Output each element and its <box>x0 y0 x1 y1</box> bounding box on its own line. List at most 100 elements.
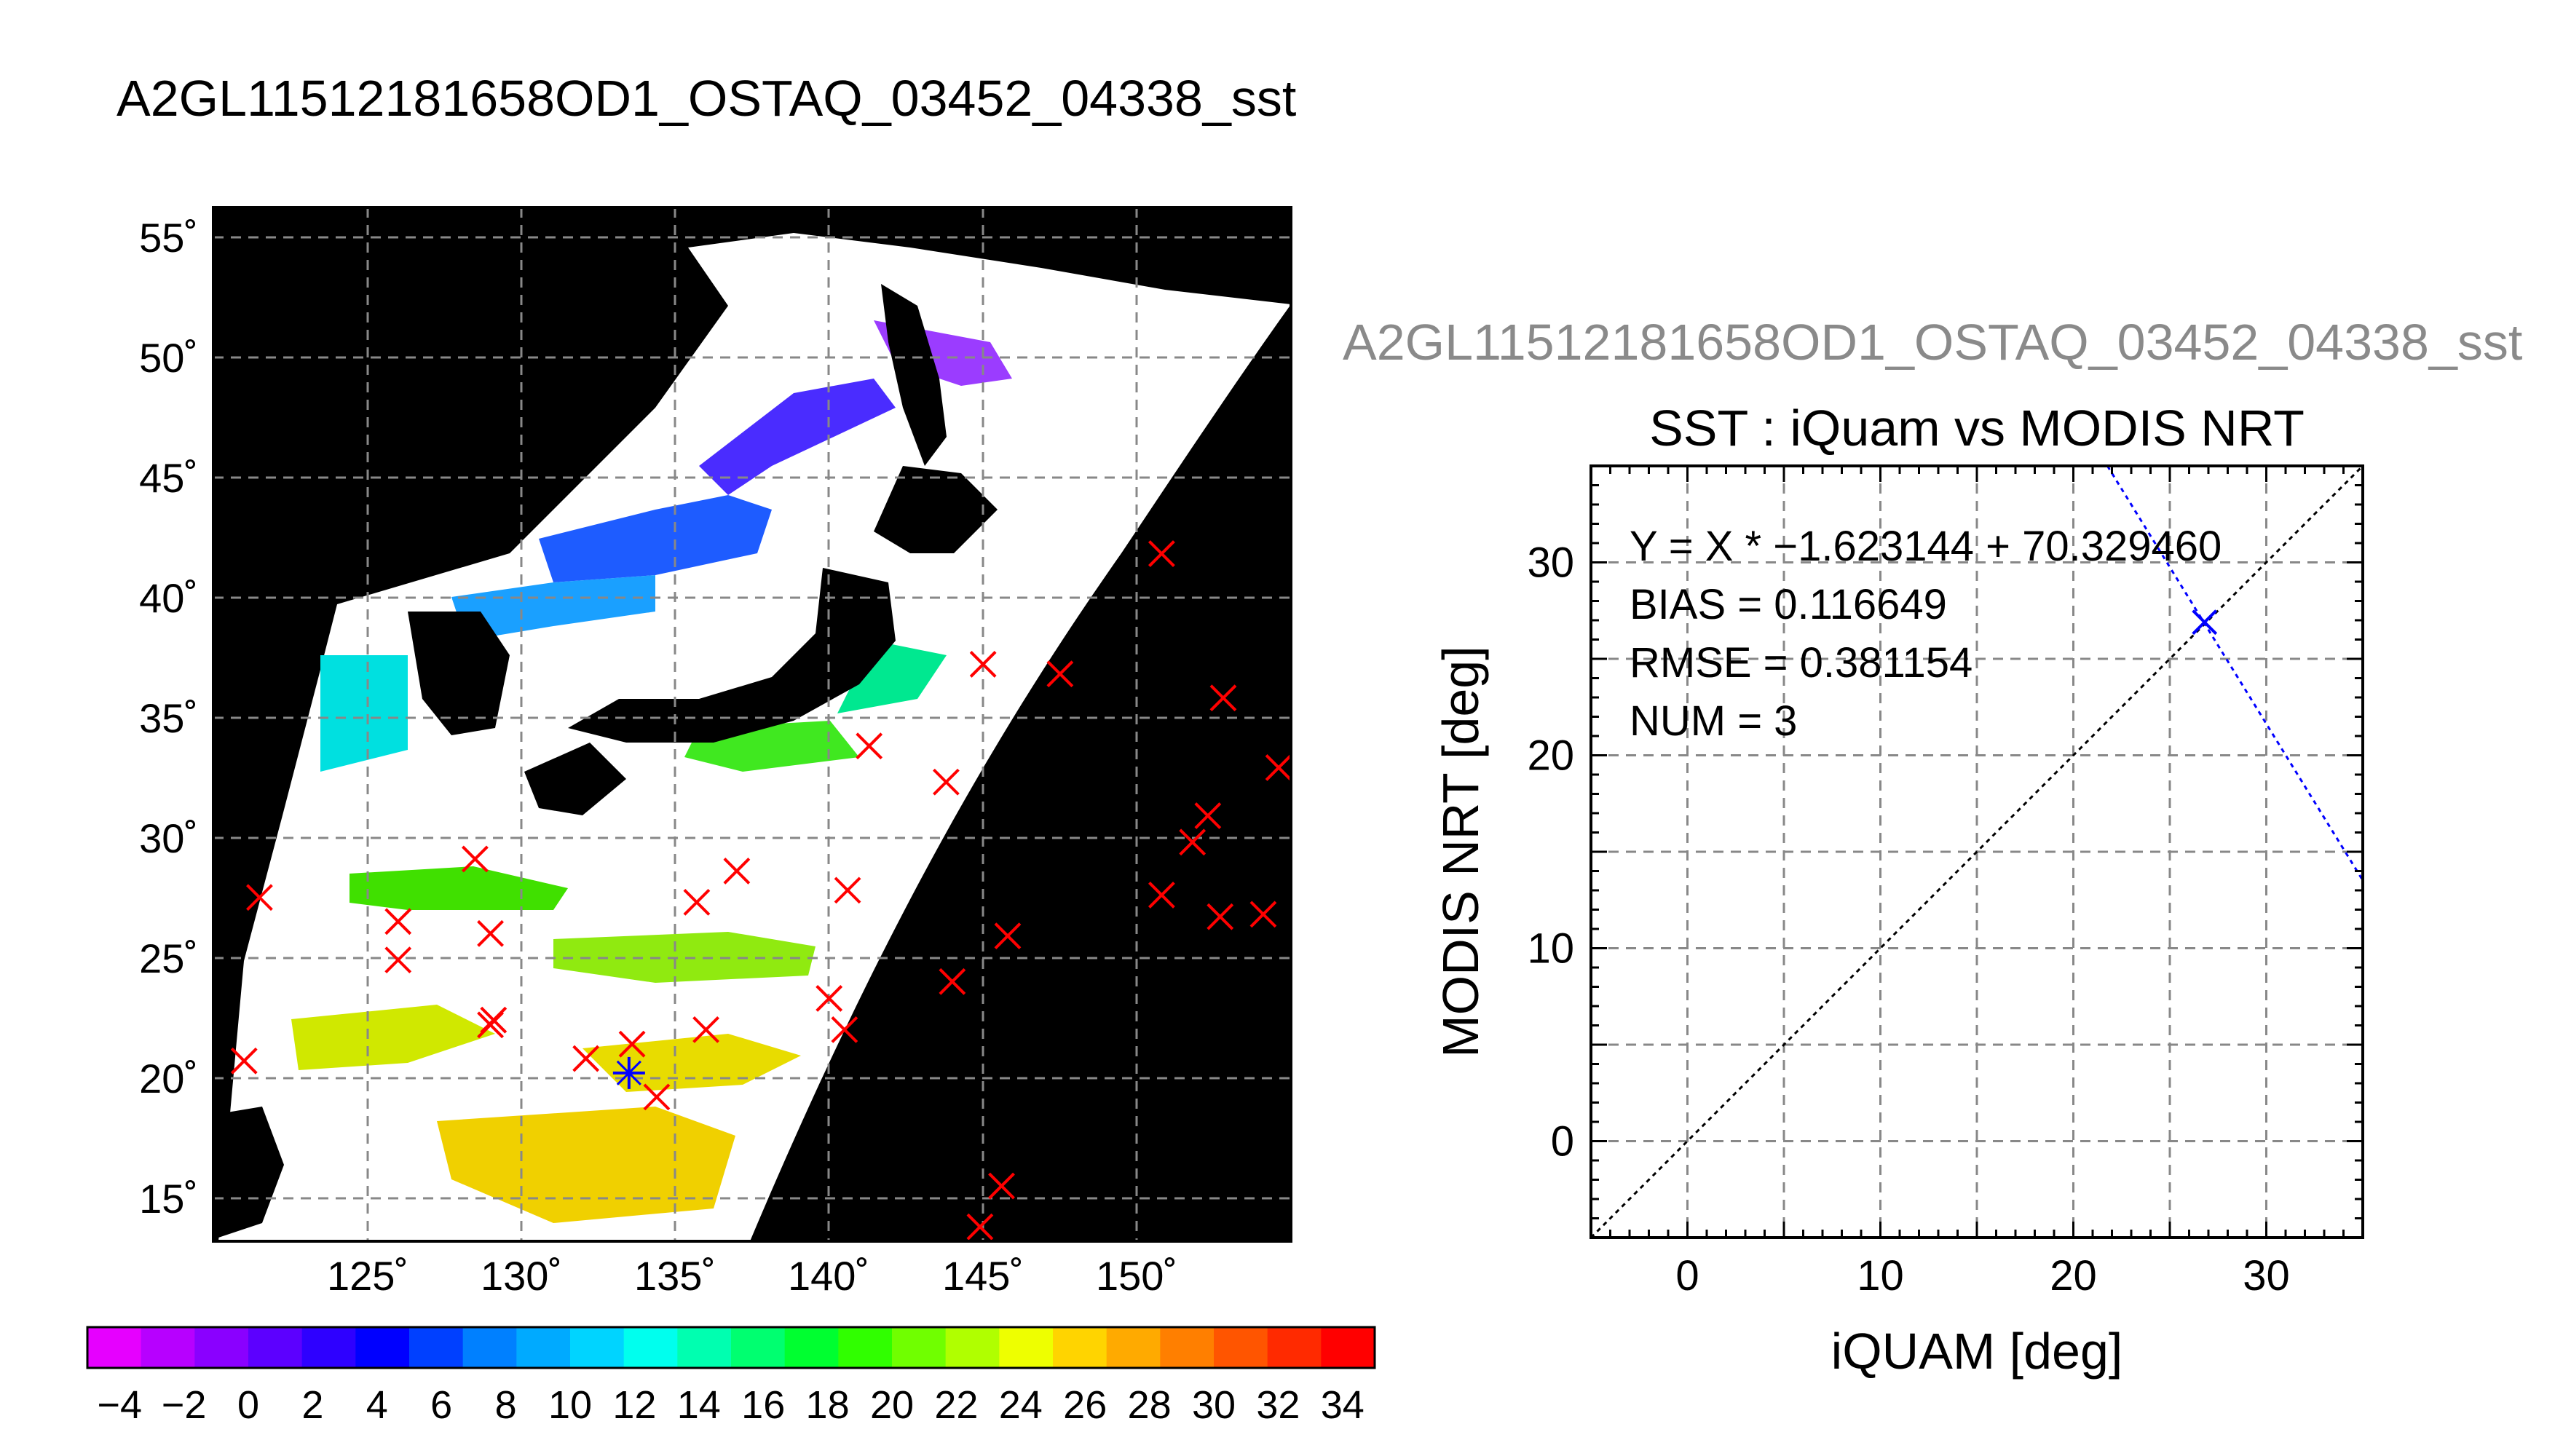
colorbar-label: 4 <box>366 1383 388 1427</box>
buoy-marker-red <box>1148 882 1175 909</box>
lat-label-15: 15˚ <box>139 1176 198 1222</box>
scatter-ticks <box>1590 464 2364 1239</box>
buoy-marker-red <box>230 1047 258 1075</box>
lon-label-145: 145˚ <box>942 1253 1024 1299</box>
map-grid <box>213 207 1291 1241</box>
y-tick-label: 10 <box>1527 925 1574 973</box>
y-axis-label: MODIS NRT [deg] <box>1432 646 1489 1057</box>
colorbar-swatch <box>301 1327 356 1368</box>
reference-line-y-equals-x <box>1590 464 2364 1239</box>
x-axis-label: iQUAM [deg] <box>1831 1323 2123 1380</box>
lat-label-25: 25˚ <box>139 935 198 981</box>
lon-label-140: 140˚ <box>788 1253 869 1299</box>
buoy-marker-red <box>462 845 489 873</box>
colorbar-swatch <box>87 1327 142 1368</box>
buoy-marker-red <box>477 919 504 947</box>
y-tick-label: 0 <box>1551 1118 1574 1166</box>
buoy-marker-red <box>831 1016 858 1043</box>
buoy-marker-red <box>246 884 273 911</box>
lat-label-45: 45˚ <box>139 455 198 501</box>
colorbar-swatch <box>892 1327 947 1368</box>
buoy-marker-red <box>723 858 751 885</box>
colorbar-label: 34 <box>1321 1383 1365 1427</box>
colorbar-swatch <box>1053 1327 1107 1368</box>
colorbar-swatch <box>355 1327 410 1368</box>
buoy-marker-red <box>969 651 997 678</box>
matched-marker-blue <box>612 1056 645 1089</box>
colorbar-label: 20 <box>870 1383 914 1427</box>
x-tick-label: 20 <box>2050 1252 2097 1299</box>
scatter-grid <box>1591 466 2363 1238</box>
scatter-y-tick-labels: 0 10 20 30 <box>1527 539 1574 1166</box>
colorbar-frame <box>86 1326 1376 1369</box>
fit-equation: Y = X * −1.623144 + 70.329460 <box>1630 523 2222 570</box>
buoy-marker-red <box>618 1030 646 1058</box>
scatter-points <box>2192 609 2218 636</box>
scatter-file-title: A2GL11512181658OD1_OSTAQ_03452_04338_sst <box>1343 314 2523 371</box>
colorbar-swatch <box>570 1327 625 1368</box>
scatter-annotations: Y = X * −1.623144 + 70.329460 BIAS = 0.1… <box>1630 523 2222 745</box>
lon-label-135: 135˚ <box>634 1253 716 1299</box>
buoy-marker-red <box>1179 828 1207 856</box>
colorbar-labels: −4 −2 0 2 4 6 8 10 12 14 16 18 20 22 24 … <box>97 1383 1364 1427</box>
buoy-marker-red <box>1207 903 1234 930</box>
buoy-marker-red <box>477 1011 504 1039</box>
lat-label-55: 55˚ <box>139 215 198 261</box>
colorbar-swatch <box>999 1327 1054 1368</box>
buoy-marker-red <box>1046 660 1074 688</box>
lat-label-40: 40˚ <box>139 575 198 621</box>
colorbar-label: 14 <box>677 1383 721 1427</box>
buoy-marker-red <box>856 732 883 760</box>
rmse-value: RMSE = 0.381154 <box>1630 639 1972 687</box>
buoy-marker-red <box>988 1172 1015 1200</box>
colorbar-label: 12 <box>612 1383 656 1427</box>
bias-value: BIAS = 0.116649 <box>1630 581 1947 628</box>
buoy-marker-red <box>572 1045 600 1072</box>
scatter-point <box>2192 609 2218 636</box>
lat-label-20: 20˚ <box>139 1056 198 1101</box>
colorbar-swatch <box>516 1327 571 1368</box>
map-frame <box>212 206 1292 1243</box>
lon-label-150: 150˚ <box>1096 1253 1177 1299</box>
buoy-marker-red <box>966 1213 994 1241</box>
buoy-marker-red <box>1209 684 1237 712</box>
colorbar-label: 32 <box>1256 1383 1300 1427</box>
colorbar-swatch <box>784 1327 839 1368</box>
buoy-marker-red <box>643 1083 671 1111</box>
colorbar-label: 26 <box>1063 1383 1107 1427</box>
colorbar-label: 0 <box>237 1383 259 1427</box>
colorbar-swatch <box>945 1327 1000 1368</box>
lat-label-50: 50˚ <box>139 335 198 381</box>
colorbar-swatch <box>1321 1327 1375 1368</box>
colorbar-swatch <box>1160 1327 1215 1368</box>
lat-label-30: 30˚ <box>139 815 198 861</box>
colorbar-swatch <box>462 1327 517 1368</box>
buoy-marker-red <box>994 922 1022 950</box>
colorbar-swatch <box>194 1327 249 1368</box>
colorbar-swatch <box>731 1327 786 1368</box>
x-tick-label: 30 <box>2243 1252 2290 1299</box>
colorbar-swatch <box>838 1327 893 1368</box>
scatter-title: SST : iQuam vs MODIS NRT <box>1649 400 2305 456</box>
colorbar-swatch <box>1267 1327 1322 1368</box>
colorbar-label: 22 <box>934 1383 978 1427</box>
buoy-marker-red <box>1194 802 1222 829</box>
colorbar-label: 10 <box>548 1383 592 1427</box>
colorbar-label: 30 <box>1192 1383 1236 1427</box>
colorbar-label: 16 <box>741 1383 785 1427</box>
colorbar-label: −2 <box>162 1383 207 1427</box>
sst-color-bands <box>291 320 1012 1223</box>
buoy-marker-red <box>1265 754 1292 781</box>
colorbar-label: 6 <box>430 1383 452 1427</box>
lon-label-125: 125˚ <box>327 1253 408 1299</box>
scatter-x-tick-labels: 0 10 20 30 <box>1675 1252 2289 1299</box>
lat-label-35: 35˚ <box>139 695 198 741</box>
colorbar-swatch <box>1106 1327 1161 1368</box>
buoy-marker-red <box>932 768 960 796</box>
colorbar-swatch <box>1214 1327 1268 1368</box>
buoy-marker-red <box>834 877 861 904</box>
num-value: NUM = 3 <box>1630 697 1797 745</box>
buoy-marker-red <box>384 908 412 935</box>
colorbar-swatch <box>248 1327 303 1368</box>
